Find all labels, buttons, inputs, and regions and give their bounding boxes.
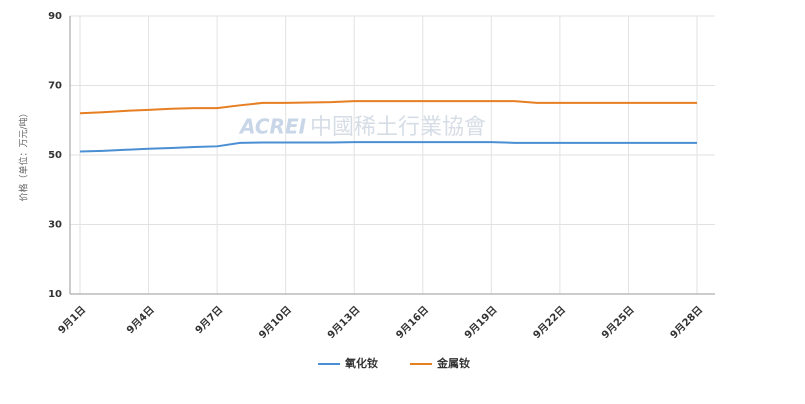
x-tick-label: 9月7日	[193, 304, 225, 336]
watermark: ACREI	[238, 115, 307, 139]
x-tick-label: 9月10日	[257, 304, 294, 341]
y-tick-label: 70	[48, 81, 62, 92]
x-tick-label: 9月16日	[394, 304, 431, 341]
y-tick-label: 10	[48, 289, 62, 300]
y-tick-label: 30	[48, 220, 62, 231]
y-tick-label: 90	[48, 11, 62, 22]
y-axis-label: 价格（单位：万元/吨）	[18, 108, 30, 201]
legend-label: 氧化钕	[344, 356, 378, 370]
legend-label: 金属钕	[436, 356, 470, 370]
watermark: 中國稀土行業協會	[310, 115, 486, 140]
x-tick-label: 9月13日	[325, 304, 362, 341]
x-tick-label: 9月4日	[124, 304, 156, 336]
line	[79, 100, 697, 115]
y-tick-label: 50	[48, 150, 62, 161]
line	[79, 141, 697, 153]
x-tick-label: 9月19日	[462, 304, 499, 341]
x-tick-label: 9月1日	[56, 304, 88, 336]
x-tick-label: 9月22日	[531, 304, 568, 341]
x-tick-label: 9月28日	[668, 304, 705, 341]
x-tick-label: 9月25日	[599, 304, 636, 341]
